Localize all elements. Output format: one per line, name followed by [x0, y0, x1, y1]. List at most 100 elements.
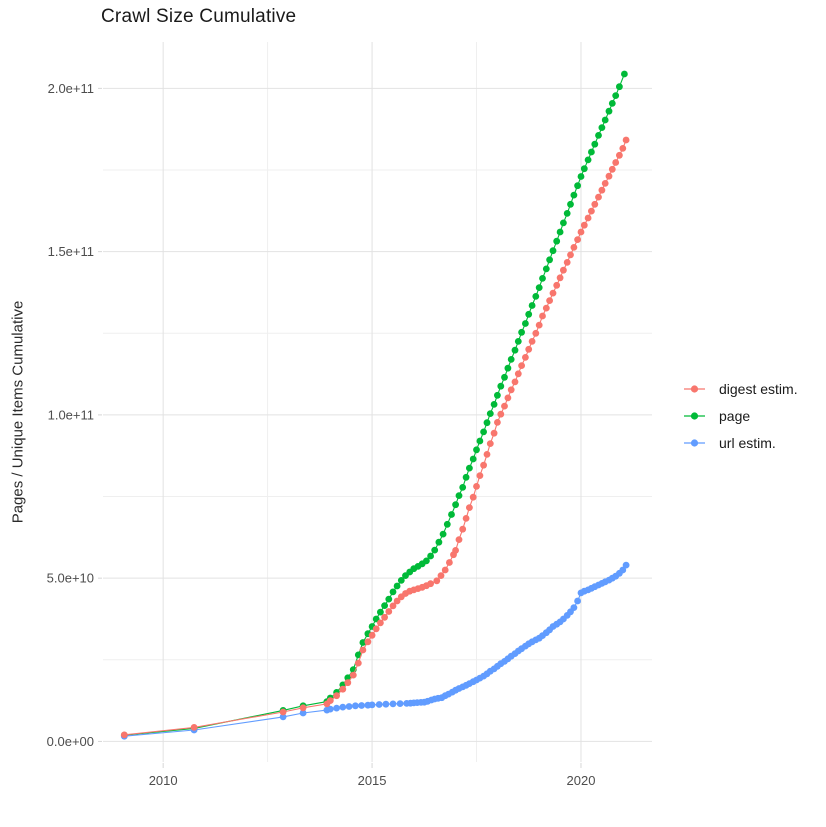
data-point-page: [570, 191, 578, 199]
data-point-digest: [437, 572, 445, 579]
data-point-digest: [462, 515, 470, 522]
data-point-page: [522, 320, 529, 327]
data-point-digest: [339, 685, 347, 693]
data-point-page: [605, 107, 613, 115]
data-point-digest: [532, 329, 540, 337]
data-point-page: [427, 552, 434, 560]
data-point-page: [549, 247, 557, 255]
data-point-page: [612, 92, 620, 99]
x-tick-label: 2015: [358, 773, 387, 788]
data-point-digest: [574, 236, 581, 244]
data-point-digest: [354, 659, 362, 667]
data-point-page: [455, 492, 463, 499]
data-point-digest: [601, 180, 609, 187]
data-point-digest: [344, 679, 352, 687]
y-tick-label: 2.0e+11: [48, 81, 94, 96]
data-point-url: [574, 597, 581, 605]
y-tick-label: 5.0e+10: [47, 571, 94, 586]
data-point-page: [476, 437, 484, 445]
data-point-digest: [494, 419, 501, 426]
data-point-url: [333, 704, 340, 712]
data-point-page: [490, 401, 498, 408]
y-tick-label: 1.5e+11: [48, 244, 94, 259]
data-point-page: [532, 293, 540, 300]
data-point-page: [443, 520, 451, 528]
data-point-digest: [359, 646, 367, 654]
x-tick-label: 2010: [149, 773, 178, 788]
data-point-page: [385, 595, 393, 603]
data-point-page: [616, 83, 623, 91]
data-point-url: [326, 705, 334, 713]
data-point-page: [584, 156, 592, 164]
data-point-page: [397, 577, 405, 584]
data-point-page: [535, 284, 543, 291]
data-point-url: [358, 702, 365, 709]
data-point-page: [567, 200, 574, 208]
data-point-digest: [535, 321, 543, 329]
data-point-page: [381, 602, 388, 609]
legend-label-url: url estim.: [719, 435, 776, 451]
data-point-digest: [490, 429, 498, 437]
series-line-url: [124, 564, 627, 737]
data-point-url: [279, 713, 287, 721]
data-point-page: [553, 237, 561, 245]
data-point-digest: [580, 221, 588, 229]
data-point-page: [601, 116, 609, 124]
data-point-page: [591, 140, 599, 148]
data-point-url: [375, 701, 383, 708]
data-point-digest: [455, 536, 463, 543]
data-point-page: [469, 455, 477, 463]
data-point-digest: [452, 547, 459, 554]
data-point-digest: [459, 525, 467, 533]
data-point-digest: [528, 338, 536, 345]
data-point-digest: [588, 207, 595, 215]
data-point-digest: [364, 638, 372, 646]
legend-item-digest: digest estim.: [683, 381, 798, 397]
data-point-page: [431, 546, 439, 554]
data-point-digest: [514, 370, 522, 378]
data-point-url: [619, 566, 627, 574]
data-point-page: [539, 275, 546, 282]
data-point-digest: [570, 244, 578, 251]
data-point-digest: [326, 697, 334, 704]
series-line-page: [124, 73, 625, 736]
data-point-digest: [466, 504, 473, 511]
data-point-page: [501, 373, 508, 381]
data-point-digest: [190, 724, 198, 731]
data-point-digest: [480, 461, 487, 469]
data-point-url: [382, 700, 390, 708]
legend: digest estim. page url estim.: [683, 381, 798, 451]
data-point-digest: [591, 200, 599, 208]
data-point-url: [368, 701, 376, 709]
data-point-digest: [556, 274, 564, 282]
data-point-page: [486, 410, 494, 417]
data-point-digest: [501, 402, 508, 410]
data-point-digest: [577, 228, 585, 236]
legend-key-url-icon: [684, 439, 705, 447]
data-point-digest: [433, 577, 441, 585]
data-point-page: [504, 364, 512, 372]
data-point-digest: [608, 165, 616, 173]
data-point-url: [339, 703, 347, 711]
data-point-page: [466, 464, 473, 472]
data-point-digest: [381, 613, 388, 621]
data-point-page: [560, 219, 567, 227]
data-point-digest: [385, 608, 393, 615]
data-point-page: [462, 473, 470, 481]
data-point-digest: [486, 440, 494, 447]
data-point-page: [556, 228, 564, 236]
data-point-url: [396, 700, 404, 707]
data-point-page: [577, 173, 585, 180]
data-point-page: [621, 70, 628, 78]
data-point-digest: [605, 172, 613, 180]
y-tick-label: 0.0e+00: [47, 734, 94, 749]
legend-item-url: url estim.: [683, 435, 798, 451]
legend-key-digest-icon: [684, 385, 705, 393]
data-point-digest: [473, 483, 480, 490]
legend-key-page-icon: [684, 412, 705, 420]
data-point-digest: [507, 386, 515, 394]
data-point-page: [452, 501, 459, 509]
data-point-digest: [299, 704, 307, 712]
data-point-digest: [483, 451, 491, 458]
data-point-digest: [546, 297, 553, 304]
